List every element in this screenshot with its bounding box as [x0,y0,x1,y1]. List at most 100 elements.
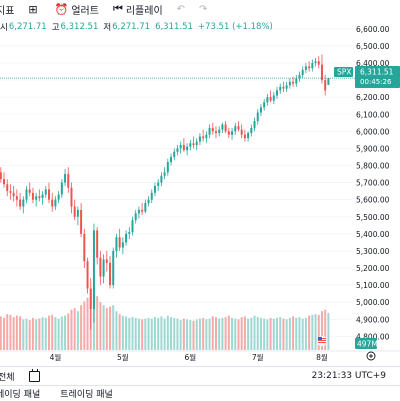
indicators-label: 지표 [0,5,15,17]
volume-bar [295,317,298,350]
clock-readout[interactable]: 23:21:33 UTC+9 [311,371,386,381]
price-tick-label: 4,800.00 [356,332,390,341]
volume-bar [327,312,330,350]
volume-bar [144,318,147,350]
volume-bar [298,317,301,350]
price-tick-label: 5,800.00 [356,162,390,171]
candle-body [60,182,63,195]
candle-body [128,232,131,234]
candle-body [282,86,285,89]
candle-body [96,230,99,258]
candle-body [186,146,189,151]
candle-body [147,199,150,204]
candle-body [189,143,192,147]
candle-body [86,261,89,289]
redo-button[interactable]: ↷ [199,4,207,15]
candle-body [44,189,47,195]
price-tick-label: 5,600.00 [356,196,390,205]
volume-bar [160,316,163,350]
volume-bar [285,319,288,350]
volume-bar [269,317,272,350]
volume-bar [83,301,86,350]
volume-bar [214,317,217,350]
volume-bar [35,319,38,350]
candle-body [211,127,214,132]
volume-bar [182,318,185,350]
volume-bar [320,311,323,350]
candle-body [308,66,311,69]
volume-bar [125,316,128,350]
volume-bar [308,315,311,350]
volume-bar [311,314,314,350]
price-tick-label: 4,900.00 [356,315,390,324]
volume-bar [221,317,224,350]
volume-bar [157,317,160,350]
candle-body [195,141,198,145]
alarm-clock-icon: ⏰ [54,2,69,16]
volume-bar [3,317,6,350]
volume-bar [218,318,221,350]
alert-button[interactable]: ⏰ 얼러트 [55,2,99,17]
candle-body [298,74,301,79]
high-value: 6,312.51 [60,22,99,32]
volume-bar [22,319,25,350]
candle-body [144,203,147,212]
candle-body [25,189,28,200]
volume-bar [51,314,54,350]
tab-trading-panel-2[interactable]: 트레이딩 패널 [60,390,113,400]
price-tick-label: 6,200.00 [356,93,390,102]
us-flag-icon[interactable] [316,335,328,347]
candle-body [192,143,195,145]
candle-body [121,242,124,248]
settings-plus-icon[interactable] [366,351,376,361]
candle-body [250,127,253,134]
volume-bar [137,318,140,350]
volume-bars [0,288,330,350]
candle-body [311,63,314,69]
candle-body [224,124,227,132]
candle-body [115,237,118,251]
candle-body [102,259,105,277]
bottom-range-bar: 전체 23:21:33 UTC+9 [0,366,400,385]
volume-bar [150,318,153,350]
replay-button[interactable]: ⏮ 리플레이 [113,2,163,17]
candle-body [35,196,38,200]
candle-body [31,192,34,200]
volume-bar [282,318,285,350]
price-tick-label: 5,700.00 [356,179,390,188]
calendar-icon[interactable] [28,368,40,382]
candle-body [137,209,140,214]
bottom-panel-tabs: 레이딩 패널 트레이딩 패널 [0,385,400,401]
price-tick-label: 6,600.00 [356,25,390,34]
candles [0,54,330,330]
candle-body [160,175,163,183]
volume-bar [47,315,50,350]
price-tick-label: 6,000.00 [356,127,390,136]
candle-body [28,189,31,193]
candle-body [47,189,50,200]
range-all-button[interactable]: 전체 [0,372,15,383]
volume-bar [202,317,205,350]
price-axis[interactable]: 4,800.00 4,900.00 5,000.00 5,100.00 5,200.00… [356,25,390,342]
time-tick-label: 8월 [316,352,328,362]
price-grid [0,28,352,337]
undo-button[interactable]: ↶ [177,4,185,15]
candle-body [73,206,76,217]
volume-bar [259,317,262,350]
layout-button[interactable]: ⊞ [28,3,40,16]
indicators-button[interactable]: 지표 [0,2,14,17]
candle-body [179,145,182,149]
candle-body [118,237,121,248]
low-value: 6,271.71 [112,22,151,32]
tab-trading-panel-1[interactable]: 레이딩 패널 [0,390,41,400]
time-axis[interactable]: 4월 5월 6월 7월 8월 [0,350,400,362]
grid-icon: ⊞ [28,2,38,16]
volume-bar [170,317,173,350]
candle-body [22,199,25,207]
candle-body [292,81,295,84]
volume-bar [173,317,176,350]
volume-bar [54,317,57,350]
time-tick-label: 5월 [117,352,129,362]
price-tick-label: 5,300.00 [356,247,390,256]
